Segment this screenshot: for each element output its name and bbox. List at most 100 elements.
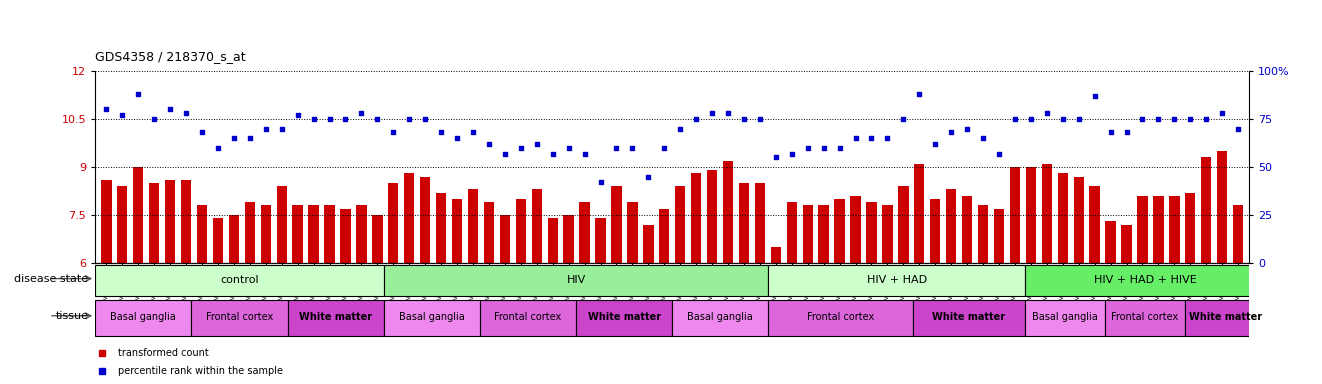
FancyBboxPatch shape — [192, 300, 287, 336]
Bar — [739, 183, 750, 263]
Text: Basal ganglia: Basal ganglia — [687, 312, 754, 322]
Point — [255, 126, 276, 132]
Point — [1147, 116, 1169, 122]
Text: transformed count: transformed count — [118, 348, 209, 358]
Point — [973, 135, 994, 141]
Bar — [484, 202, 494, 263]
Point — [239, 135, 260, 141]
Text: disease state: disease state — [15, 273, 89, 284]
Point — [223, 135, 245, 141]
Bar — [405, 174, 414, 263]
FancyBboxPatch shape — [1105, 300, 1185, 336]
Bar — [850, 196, 861, 263]
Point — [319, 116, 340, 122]
Bar — [1042, 164, 1052, 263]
Point — [447, 135, 468, 141]
Point — [463, 129, 484, 136]
Bar — [947, 189, 956, 263]
Point — [829, 145, 850, 151]
Point — [1132, 116, 1153, 122]
Bar — [579, 202, 590, 263]
Bar — [1058, 174, 1068, 263]
Text: percentile rank within the sample: percentile rank within the sample — [118, 366, 283, 376]
Bar — [213, 218, 223, 263]
Point — [653, 145, 674, 151]
Bar — [340, 209, 350, 263]
Bar — [229, 215, 239, 263]
Point — [366, 116, 387, 122]
Point — [670, 126, 691, 132]
Text: Basal ganglia: Basal ganglia — [1032, 312, 1097, 322]
Point — [479, 141, 500, 147]
Text: White matter: White matter — [299, 312, 373, 322]
Bar — [707, 170, 718, 263]
Text: Frontal cortex: Frontal cortex — [806, 312, 874, 322]
Bar — [102, 180, 111, 263]
Point — [908, 91, 929, 97]
Point — [892, 116, 914, 122]
FancyBboxPatch shape — [1025, 300, 1105, 336]
Point — [1005, 116, 1026, 122]
Bar — [1202, 157, 1211, 263]
Text: Basal ganglia: Basal ganglia — [111, 312, 176, 322]
Bar — [389, 183, 398, 263]
Point — [1052, 116, 1073, 122]
Bar — [1026, 167, 1036, 263]
Bar — [676, 186, 685, 263]
Point — [287, 112, 308, 118]
Text: White matter: White matter — [932, 312, 1005, 322]
Point — [1228, 126, 1249, 132]
Bar — [595, 218, 605, 263]
Bar — [1153, 196, 1163, 263]
Point — [845, 135, 866, 141]
Bar — [420, 177, 431, 263]
Bar — [452, 199, 463, 263]
Point — [1084, 93, 1105, 99]
Point — [208, 145, 229, 151]
Bar — [1137, 196, 1147, 263]
Bar — [1010, 167, 1021, 263]
Point — [590, 179, 611, 185]
Bar — [468, 189, 479, 263]
Bar — [1105, 222, 1116, 263]
Bar — [1185, 193, 1195, 263]
Bar — [787, 202, 797, 263]
Bar — [500, 215, 510, 263]
FancyBboxPatch shape — [672, 300, 768, 336]
Point — [415, 116, 436, 122]
Point — [1163, 116, 1185, 122]
FancyBboxPatch shape — [95, 300, 192, 336]
Bar — [611, 186, 621, 263]
Bar — [978, 205, 989, 263]
Bar — [642, 225, 653, 263]
FancyBboxPatch shape — [576, 300, 672, 336]
Point — [1068, 116, 1089, 122]
Bar — [898, 186, 908, 263]
Point — [128, 91, 149, 97]
Text: Frontal cortex: Frontal cortex — [1112, 312, 1179, 322]
Text: tissue: tissue — [56, 311, 89, 321]
Bar — [356, 205, 366, 263]
Point — [1212, 110, 1233, 116]
Point — [605, 145, 627, 151]
Bar — [1169, 196, 1179, 263]
Bar — [165, 180, 176, 263]
Bar — [149, 183, 160, 263]
Point — [1179, 116, 1200, 122]
FancyBboxPatch shape — [1185, 300, 1265, 336]
Bar — [276, 186, 287, 263]
Point — [989, 151, 1010, 157]
Bar — [931, 199, 940, 263]
Point — [686, 116, 707, 122]
Point — [781, 151, 802, 157]
Bar — [245, 202, 255, 263]
Bar — [1089, 186, 1100, 263]
Point — [1195, 116, 1216, 122]
FancyBboxPatch shape — [768, 265, 1025, 296]
FancyBboxPatch shape — [912, 300, 1025, 336]
FancyBboxPatch shape — [95, 265, 383, 296]
Bar — [802, 205, 813, 263]
Point — [765, 154, 787, 161]
Text: HIV + HAD: HIV + HAD — [867, 275, 927, 285]
Point — [176, 110, 197, 116]
